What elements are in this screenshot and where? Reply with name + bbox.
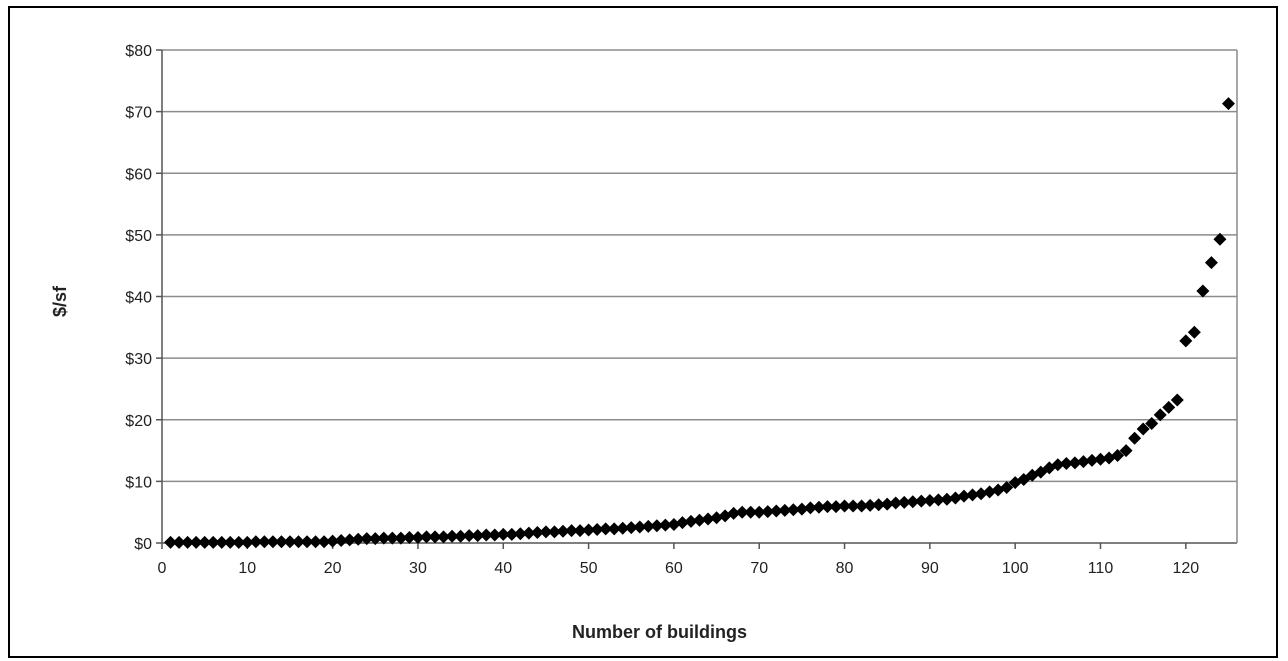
data-point (1222, 97, 1235, 110)
x-tick-label: 10 (238, 560, 256, 577)
data-point (1171, 394, 1184, 407)
gridlines (162, 50, 1237, 481)
data-point (1205, 256, 1218, 269)
x-tick-label: 90 (921, 560, 939, 577)
x-tick-label: 40 (494, 560, 512, 577)
data-point (1196, 284, 1209, 297)
y-tick-label: $30 (125, 351, 152, 368)
y-tick-label: $20 (125, 413, 152, 430)
y-tick-label: $50 (125, 228, 152, 245)
y-tick-label: $70 (125, 105, 152, 122)
y-axis-title: $/sf (50, 285, 70, 317)
data-point (1188, 326, 1201, 339)
y-tick-label: $10 (125, 474, 152, 491)
x-tick-label: 20 (324, 560, 342, 577)
y-tick-label: $80 (125, 43, 152, 60)
x-tick-label: 0 (158, 560, 167, 577)
x-tick-label: 110 (1088, 560, 1114, 577)
x-axis-title: Number of buildings (572, 622, 747, 642)
chart-frame: 0 10 20 30 40 50 60 70 80 90 100 110 120 $0 $10 $20 $30… (8, 6, 1278, 658)
x-tick-label: 30 (409, 560, 427, 577)
x-tick-label: 70 (750, 560, 768, 577)
data-point (1179, 334, 1192, 347)
data-point (1162, 401, 1175, 414)
axes (156, 50, 1237, 549)
x-tick-label: 60 (665, 560, 683, 577)
y-tick-labels: $0 $10 $20 $30 $40 $50 $60 $70 $80 (125, 43, 152, 553)
x-tick-label: 100 (1002, 560, 1029, 577)
x-tick-labels: 0 10 20 30 40 50 60 70 80 90 100 110 120 (158, 560, 1200, 577)
data-point (1128, 432, 1141, 445)
y-tick-label: $40 (125, 290, 152, 307)
x-tick-label: 120 (1172, 560, 1199, 577)
y-tick-label: $0 (134, 536, 152, 553)
x-tick-label: 50 (580, 560, 598, 577)
y-tick-label: $60 (125, 166, 152, 183)
scatter-chart: 0 10 20 30 40 50 60 70 80 90 100 110 120 $0 $10 $20 $30… (10, 8, 1276, 656)
x-tick-label: 80 (836, 560, 854, 577)
